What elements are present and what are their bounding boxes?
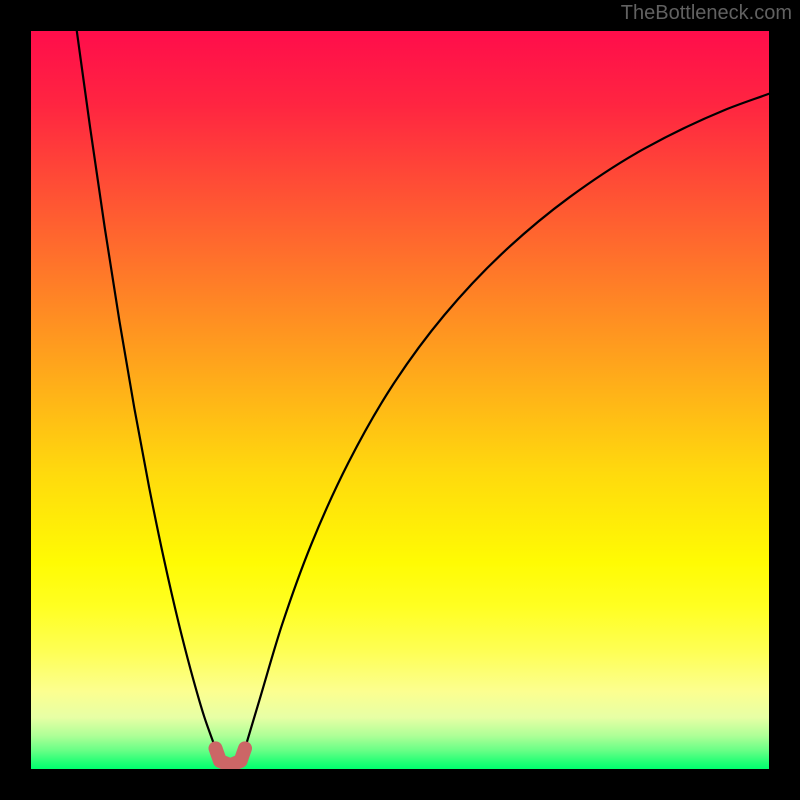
chart-svg: [0, 0, 800, 800]
bottleneck-chart: TheBottleneck.com: [0, 0, 800, 800]
